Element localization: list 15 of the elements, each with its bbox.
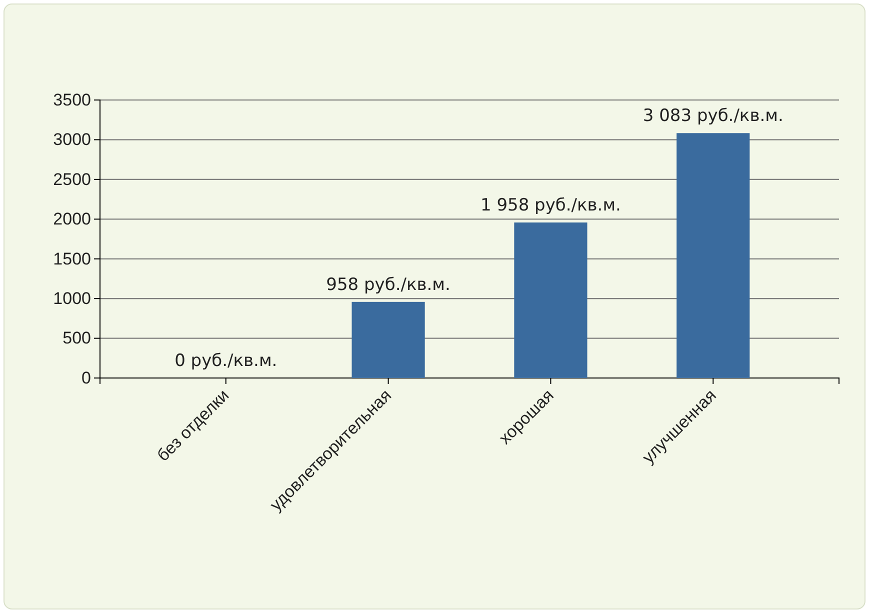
bar: [676, 133, 750, 378]
y-tick-label: 500: [62, 328, 91, 348]
bar: [514, 222, 588, 378]
y-tick-label: 1000: [53, 289, 91, 308]
y-tick-label: 2000: [53, 210, 91, 229]
y-tick-label: 2500: [53, 170, 91, 189]
data-label: 0 руб./кв.м.: [174, 351, 278, 371]
data-label: 3 083 руб./кв.м.: [642, 106, 784, 126]
y-tick-label: 1500: [53, 249, 91, 268]
data-label: 1 958 руб./кв.м.: [480, 195, 621, 216]
y-tick-label: 3500: [53, 90, 91, 110]
y-tick-label: 0: [82, 368, 91, 388]
data-label: 958 руб./кв.м.: [326, 274, 450, 295]
y-tick-label: 3000: [53, 130, 91, 150]
bar: [352, 302, 425, 378]
